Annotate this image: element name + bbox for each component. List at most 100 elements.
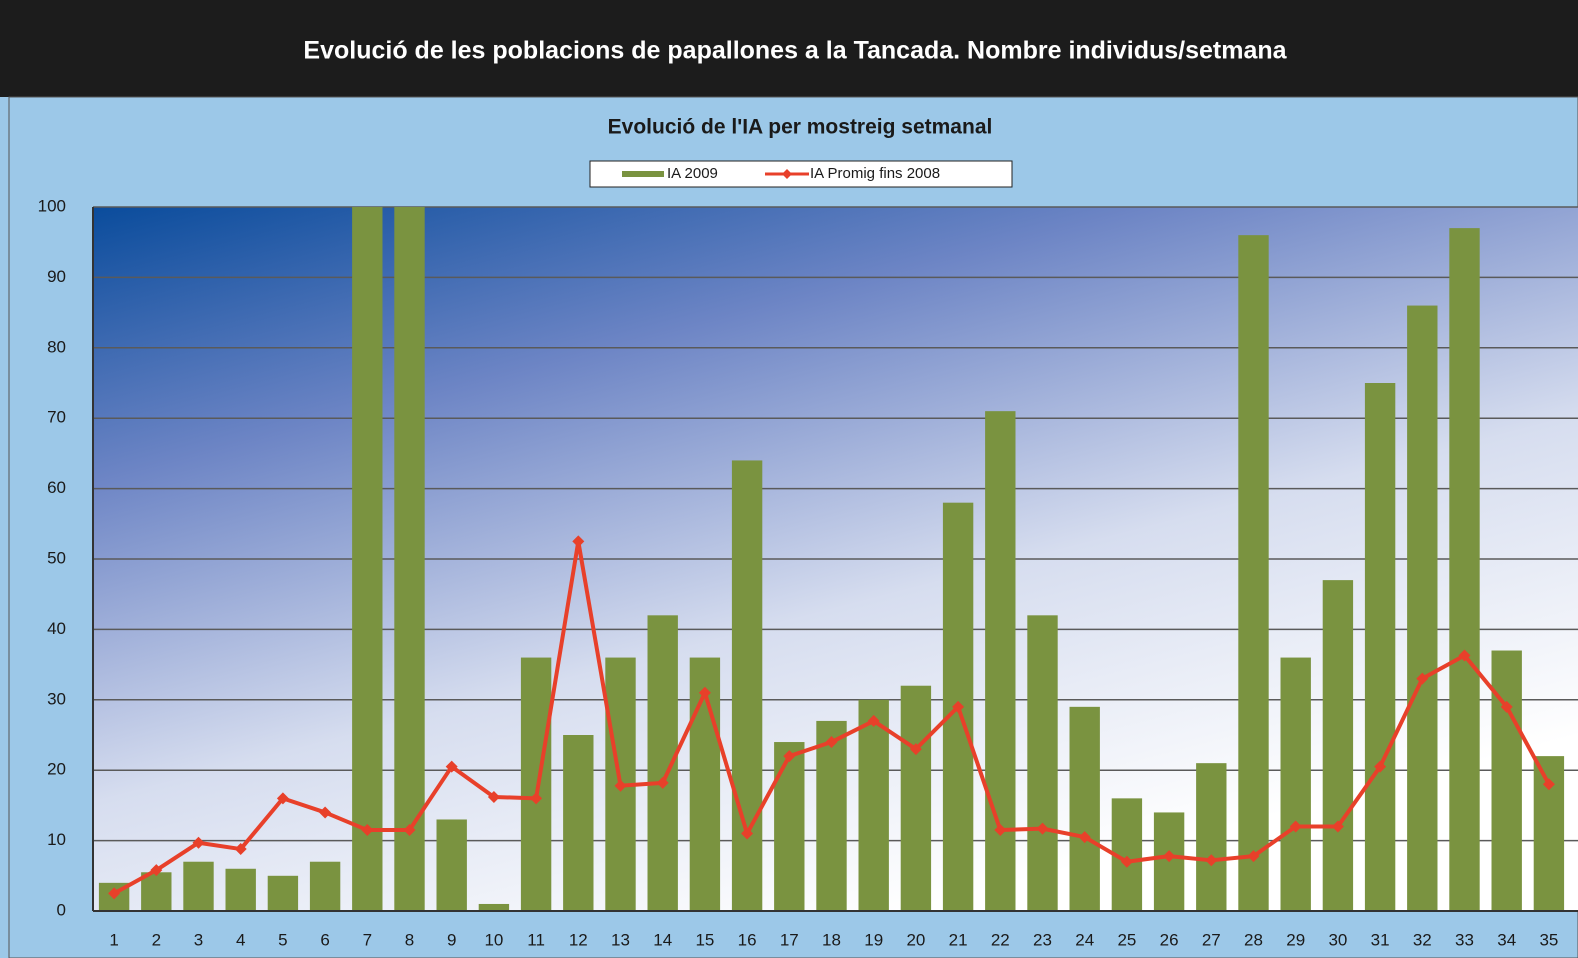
line-marker [1205,854,1218,867]
x-tick-label: 18 [822,930,841,949]
x-tick-label: 20 [906,930,925,949]
line-marker [1416,672,1429,685]
bar [183,861,214,911]
line-marker [150,864,163,877]
bar [563,735,594,911]
x-tick-label: 1 [109,930,118,949]
x-tick-label: 2 [152,930,161,949]
line-marker [403,824,416,837]
y-tick-label: 30 [47,689,66,708]
bar [394,207,425,911]
line-marker [1120,855,1133,868]
bar [1449,228,1480,911]
line-marker [1289,820,1302,833]
line-marker [1078,831,1091,844]
bar [1069,706,1100,911]
line-marker [192,836,205,849]
x-tick-label: 9 [447,930,456,949]
x-tick-label: 10 [484,930,503,949]
x-tick-label: 17 [780,930,799,949]
y-tick-label: 90 [47,267,66,286]
x-tick-label: 15 [695,930,714,949]
line-marker [1542,778,1555,791]
bar [1364,383,1396,911]
bar [1196,763,1227,911]
line-marker [276,792,289,805]
line-marker [1163,850,1176,863]
line-marker [952,700,965,713]
bar [141,872,172,911]
bar [1280,657,1311,911]
y-tick-label: 40 [47,619,66,638]
legend-label: IA Promig fins 2008 [810,165,940,182]
y-tick-label: 10 [47,830,66,849]
banner-title: Evolució de les poblacions de papallones… [303,37,1287,65]
bar [309,861,341,911]
x-tick-label: 35 [1539,930,1558,949]
x-tick-label: 6 [320,930,329,949]
line-marker [234,843,247,856]
bar [1238,235,1269,911]
y-tick-label: 20 [47,760,66,779]
bar [1027,615,1058,911]
bar [225,868,256,911]
line-marker [445,760,458,773]
bar [436,819,467,911]
x-tick-label: 16 [738,930,757,949]
line-marker [487,790,500,803]
line-marker [1247,850,1260,863]
line-marker [909,743,922,756]
line-marker [783,750,796,763]
x-tick-label: 22 [991,930,1010,949]
x-tick-label: 28 [1244,930,1263,949]
y-tick-label: 80 [47,337,66,356]
bar [478,903,510,911]
line-marker [1374,760,1387,773]
x-tick-label: 34 [1497,930,1516,949]
line-marker [614,779,627,792]
line-marker [698,686,711,699]
line-marker [656,776,669,789]
x-tick-label: 8 [405,930,414,949]
x-tick-label: 27 [1202,930,1221,949]
bar [520,657,552,911]
bar [689,657,721,911]
bar [900,685,932,911]
y-tick-label: 70 [47,408,66,427]
line-marker [1458,649,1471,662]
x-tick-label: 31 [1371,930,1390,949]
x-tick-label: 4 [236,930,245,949]
x-tick-label: 14 [653,930,672,949]
x-tick-label: 29 [1286,930,1305,949]
line-marker [319,806,332,819]
line-marker [994,824,1007,837]
bar [1322,580,1354,911]
bar [816,720,847,911]
y-tick-label: 100 [38,196,66,215]
legend-swatch-marker [782,169,792,179]
x-tick-label: 7 [363,930,372,949]
y-tick-label: 0 [57,900,66,919]
x-tick-label: 33 [1455,930,1474,949]
legend-label: IA 2009 [667,165,718,182]
bar [1491,650,1522,911]
y-tick-label: 50 [47,548,66,567]
x-tick-label: 13 [611,930,630,949]
x-tick-label: 11 [527,930,545,949]
line-marker [530,792,543,805]
line-marker [1036,822,1049,835]
x-tick-label: 5 [278,930,287,949]
x-tick-label: 26 [1160,930,1179,949]
bar [858,699,889,911]
chart-title: Evolució de l'IA per mostreig setmanal [608,116,993,139]
legend-swatch [622,171,664,177]
bar [267,875,299,911]
y-tick-label: 60 [47,478,66,497]
line-marker [108,887,121,900]
line-marker [867,714,880,727]
line-marker [361,824,374,837]
x-tick-label: 30 [1328,930,1347,949]
bar [352,207,383,911]
x-tick-label: 3 [194,930,203,949]
